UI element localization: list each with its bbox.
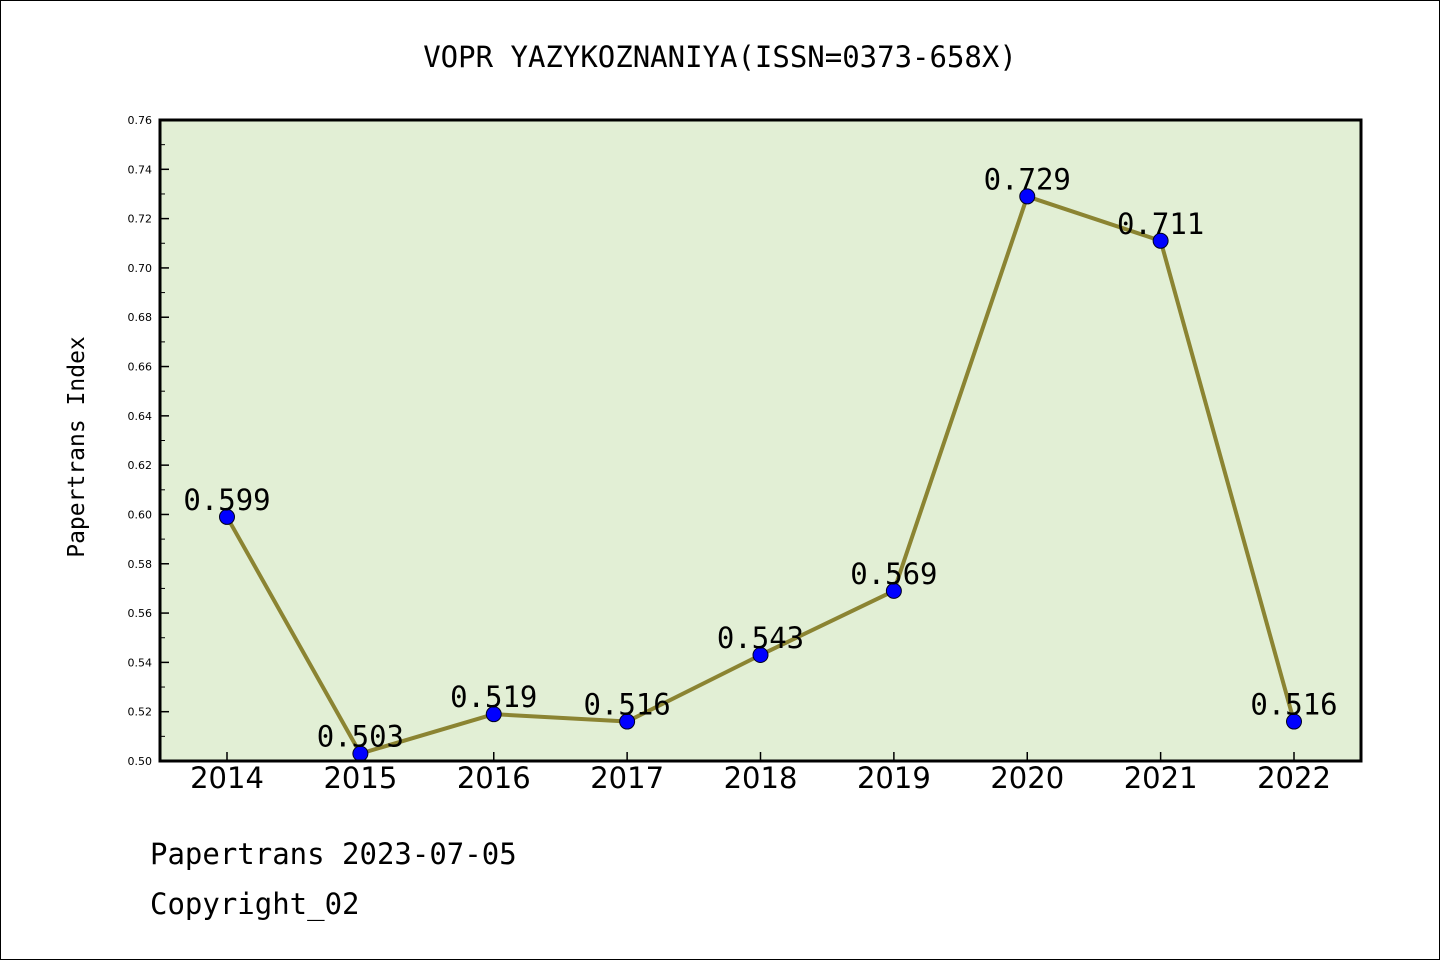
x-tick-label: 2016 — [457, 761, 531, 795]
y-tick-label: 0.60 — [128, 508, 153, 521]
data-point-2016 — [485, 706, 502, 723]
data-point-2017 — [619, 713, 636, 730]
data-point-2014 — [219, 508, 235, 525]
y-tick-label: 0.70 — [128, 262, 153, 275]
y-tick-label: 0.64 — [128, 410, 153, 423]
data-point-2019 — [885, 582, 902, 599]
x-tick-label: 2017 — [590, 761, 664, 795]
data-point-2022 — [1286, 713, 1302, 730]
data-label-2014: 0.599 — [183, 483, 270, 517]
data-label-2021: 0.711 — [1117, 207, 1204, 241]
y-tick-label: 0.58 — [128, 558, 153, 571]
x-tick-label: 2018 — [724, 761, 798, 795]
data-point-2021 — [1152, 232, 1169, 249]
plot-border — [158, 118, 1363, 763]
chart-title: VOPR YAZYKOZNANIYA(ISSN=0373-658X) — [423, 40, 1017, 74]
data-labels: 0.599 0.503 0.519 0.516 0.543 0.569 0.729 0.711… — [183, 162, 1337, 753]
x-tick-label: 2015 — [323, 761, 397, 795]
y-tick-label: 0.74 — [128, 163, 153, 176]
data-points — [219, 188, 1302, 762]
data-label-2016: 0.519 — [450, 680, 537, 714]
data-label-2018: 0.543 — [717, 621, 804, 655]
data-point-2020 — [1019, 188, 1036, 205]
y-axis-ticks: 0.50 0.52 0.54 0.56 0.58 0.60 0.62 0.64 0.66 0.68… — [128, 114, 169, 768]
x-tick-label: 2019 — [857, 761, 931, 795]
footer-copyright: Copyright_02 — [150, 887, 360, 922]
y-tick-label: 0.66 — [128, 361, 153, 374]
y-tick-label: 0.56 — [128, 607, 153, 620]
x-tick-label: 2022 — [1257, 761, 1331, 795]
y-tick-label: 0.50 — [128, 755, 153, 768]
data-label-2015: 0.503 — [317, 720, 404, 754]
data-label-2017: 0.516 — [583, 688, 670, 722]
data-label-2019: 0.569 — [850, 557, 937, 591]
y-tick-label: 0.54 — [128, 656, 153, 669]
y-tick-label: 0.76 — [128, 114, 153, 127]
data-point-2018 — [752, 646, 769, 663]
x-axis-ticks: 2014 2015 2016 2017 2018 2019 2020 2021 2022 — [190, 752, 1331, 795]
y-tick-label: 0.68 — [128, 311, 153, 324]
y-tick-label: 0.62 — [128, 459, 153, 472]
x-tick-label: 2014 — [190, 761, 264, 795]
x-tick-label: 2020 — [990, 761, 1064, 795]
y-tick-label: 0.72 — [128, 213, 153, 226]
y-tick-label: 0.52 — [128, 706, 153, 719]
x-tick-label: 2021 — [1124, 761, 1198, 795]
data-label-2022: 0.516 — [1250, 688, 1337, 722]
data-label-2020: 0.729 — [984, 162, 1071, 196]
y-axis-label: Papertrans Index — [64, 336, 90, 558]
footer-date: Papertrans 2023-07-05 — [150, 837, 517, 871]
